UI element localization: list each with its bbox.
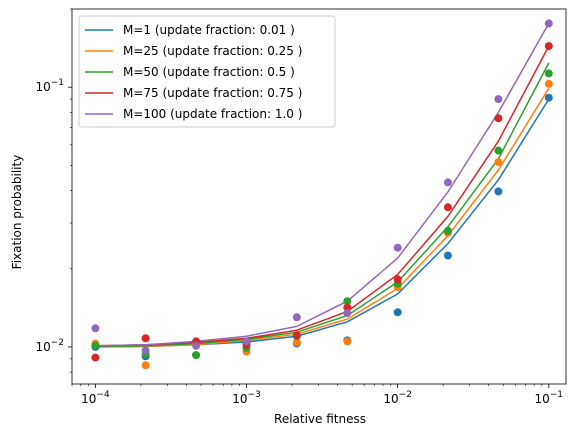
data-point-s4-8 [443, 203, 452, 212]
x-tick-label-2: 10−3 [232, 390, 261, 406]
data-point-s2-9 [494, 158, 503, 167]
data-point-s4-6 [343, 303, 352, 312]
x-tick-label-1: 10−4 [81, 390, 110, 406]
legend-label-4: M=75 (update fraction: 0.75 ) [123, 86, 302, 100]
legend-label-2: M=25 (update fraction: 0.25 ) [123, 44, 302, 58]
data-point-s5-8 [443, 178, 452, 187]
data-point-s2-6 [343, 337, 352, 346]
data-point-s5-1 [91, 324, 100, 333]
y-tick-label-1: 10−2 [35, 338, 64, 354]
data-point-s5-7 [393, 243, 402, 252]
data-point-s5-2 [141, 346, 150, 355]
data-point-s1-10 [544, 93, 553, 102]
data-point-s1-9 [494, 187, 503, 196]
series-line-5 [95, 23, 550, 347]
data-point-s2-10 [544, 79, 553, 88]
data-point-s3-3 [192, 351, 201, 360]
data-point-s3-10 [544, 69, 553, 78]
legend-label-3: M=50 (update fraction: 0.5 ) [123, 65, 295, 79]
data-point-s2-2 [141, 361, 150, 370]
data-point-s3-8 [443, 226, 452, 235]
y-axis-label: Fixation probability [10, 155, 24, 270]
data-point-s3-9 [494, 146, 503, 155]
x-tick-label-3: 10−2 [383, 390, 412, 406]
legend-label-1: M=1 (update fraction: 0.01 ) [123, 23, 295, 37]
data-point-s5-6 [343, 309, 352, 318]
legend-box [78, 15, 336, 128]
data-point-s3-6 [343, 297, 352, 306]
data-point-s1-8 [443, 251, 452, 260]
data-point-s3-1 [91, 341, 100, 350]
series-line-2 [95, 87, 550, 348]
y-tick-label-2: 10−1 [35, 78, 64, 94]
series-line-1 [95, 98, 550, 348]
data-point-s4-7 [393, 275, 402, 284]
data-point-s4-5 [292, 331, 301, 340]
plot-frame [71, 8, 567, 385]
data-point-s4-1 [91, 353, 100, 362]
data-point-s4-2 [141, 334, 150, 343]
data-point-s5-9 [494, 95, 503, 104]
data-point-s4-9 [494, 114, 503, 123]
data-point-s2-5 [292, 338, 301, 347]
legend-label-5: M=100 (update fraction: 1.0 ) [123, 107, 302, 121]
data-point-s5-10 [544, 19, 553, 28]
data-point-s1-7 [393, 308, 402, 317]
series-line-3 [95, 62, 550, 348]
data-point-s5-4 [242, 337, 251, 346]
data-point-s4-10 [544, 42, 553, 51]
x-axis-label: Relative fitness [274, 412, 366, 426]
data-point-s5-5 [292, 313, 301, 322]
data-point-s5-3 [192, 341, 201, 350]
x-tick-label-4: 10−1 [534, 390, 563, 406]
